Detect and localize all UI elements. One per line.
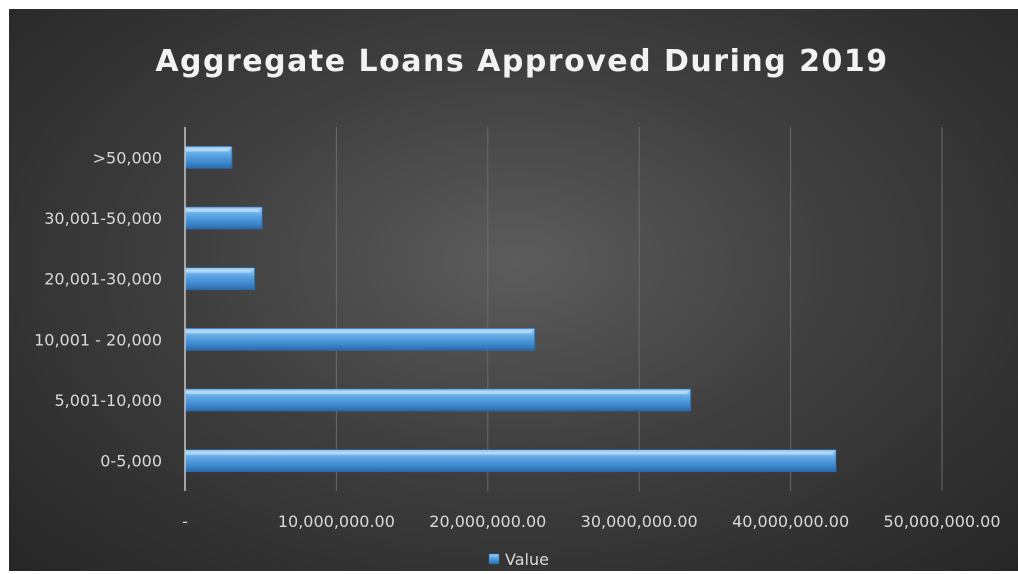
bar <box>184 327 536 351</box>
legend-label: Value <box>505 550 549 569</box>
bar <box>184 206 263 230</box>
x-tick-label: 40,000,000.00 <box>732 512 849 531</box>
bar <box>184 388 692 412</box>
category-label: >50,000 <box>93 148 162 167</box>
tick-labels: - 10,000,000.00 20,000,000.00 30,000,000.00… <box>182 512 1000 531</box>
bar-highlight <box>186 209 260 212</box>
bar-highlight <box>186 330 532 334</box>
category-label: 20,001-30,000 <box>44 270 162 289</box>
bar <box>184 267 256 291</box>
bar-highlight <box>186 451 834 455</box>
bar-highlight <box>186 148 229 152</box>
category-label: 30,001-50,000 <box>44 209 162 228</box>
bar-highlight <box>186 269 252 273</box>
bar-chart: Aggregate Loans Approved During 2019 0-5… <box>34 44 1000 569</box>
x-tick-label: 50,000,000.00 <box>883 512 1000 531</box>
x-tick-label: 10,000,000.00 <box>278 512 395 531</box>
bar-highlight <box>186 391 688 394</box>
category-label: 10,001 - 20,000 <box>34 330 162 349</box>
chart-frame: Aggregate Loans Approved During 2019 0-5… <box>9 9 1018 571</box>
bar <box>184 145 233 169</box>
x-tick-label: 20,000,000.00 <box>429 512 546 531</box>
bars <box>184 145 837 473</box>
legend-swatch <box>488 553 500 565</box>
legend: Value <box>488 550 549 569</box>
x-tick-label: - <box>182 512 188 531</box>
category-label: 0-5,000 <box>100 452 162 471</box>
category-labels: 0-5,000 5,001-10,000 10,001 - 20,000 20,001… <box>34 148 162 470</box>
grid-lines <box>335 127 943 491</box>
category-label: 5,001-10,000 <box>54 391 162 410</box>
chart-title: Aggregate Loans Approved During 2019 <box>155 44 888 79</box>
bar <box>184 449 837 473</box>
x-tick-label: 30,000,000.00 <box>581 512 698 531</box>
